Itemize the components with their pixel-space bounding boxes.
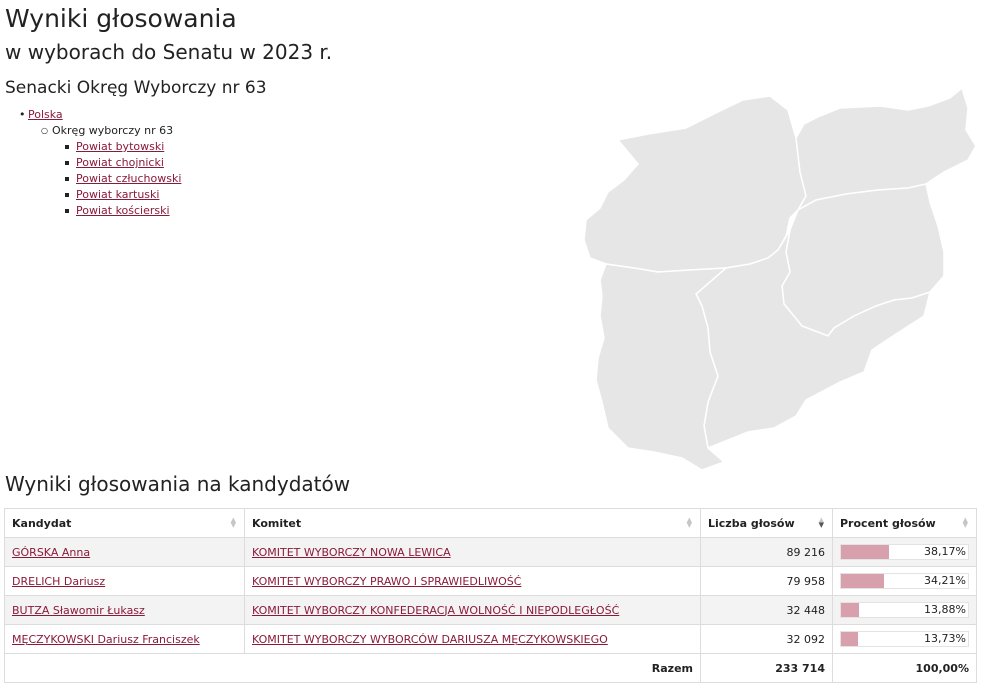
percent-value: 38,17% [924,545,966,558]
percent-bar-fill [841,545,890,559]
percent-value: 13,73% [924,632,966,645]
table-header-row: Kandydat ▲ ▼ Komitet ▲ ▼ Liczba głosów ▲ ▼ Pro… [4,508,977,538]
sort-icon: ▲ ▼ [962,516,968,529]
candidate-link[interactable]: GÓRSKA Anna [12,545,91,559]
votes-cell: 79 958 [700,566,833,596]
committee-cell: KOMITET WYBORCZY KONFEDERACJA WOLNOŚĆ I … [244,595,701,625]
votes-cell: 32 092 [700,624,833,654]
powiat-list-item: Powiat kościerski [0,203,181,219]
column-header-label: Liczba głosów [708,516,795,530]
totals-votes: 233 714 [700,653,833,683]
results-title: Wyniki głosowania na kandydatów [5,472,351,496]
candidate-cell: MĘCZYKOWSKI Dariusz Franciszek [4,624,245,654]
table-row: BUTZA Sławomir Łukasz KOMITET WYBORCZY K… [4,595,977,625]
column-header-committee[interactable]: Komitet ▲ ▼ [244,508,701,538]
percent-bar-fill [841,574,885,588]
page-title: Wyniki głosowania [5,4,237,33]
candidate-cell: GÓRSKA Anna [4,537,245,567]
committee-link[interactable]: KOMITET WYBORCZY WYBORCÓW DARIUSZA MĘCZY… [252,632,608,646]
breadcrumb-item-district: Okręg wyborczy nr 63 [0,123,181,139]
table-row: DRELICH Dariusz KOMITET WYBORCZY PRAWO I… [4,566,977,596]
committee-link[interactable]: KOMITET WYBORCZY PRAWO I SPRAWIEDLIWOŚĆ [252,574,522,588]
column-header-votes[interactable]: Liczba głosów ▲ ▼ [700,508,833,538]
column-header-label: Procent głosów [840,516,936,530]
breadcrumb: Polska Okręg wyborczy nr 63 Powiat bytow… [0,107,181,219]
country-link[interactable]: Polska [28,108,63,121]
percent-value: 13,88% [924,603,966,616]
percent-cell: 34,21% [832,566,977,596]
map-region-chojnicki[interactable] [795,86,977,212]
powiat-list-item: Powiat człuchowski [0,171,181,187]
percent-cell: 13,73% [832,624,977,654]
column-header-candidate[interactable]: Kandydat ▲ ▼ [4,508,245,538]
powiat-link-koscierski[interactable]: Powiat kościerski [76,204,170,217]
sort-desc-icon: ▲ ▼ [818,516,824,529]
powiat-list-item: Powiat kartuski [0,187,181,203]
map-region-bytowski[interactable] [583,95,807,273]
table-row: GÓRSKA Anna KOMITET WYBORCZY NOWA LEWICA… [4,537,977,567]
percent-cell: 38,17% [832,537,977,567]
powiat-link-kartuski[interactable]: Powiat kartuski [76,188,160,201]
committee-cell: KOMITET WYBORCZY PRAWO I SPRAWIEDLIWOŚĆ [244,566,701,596]
percent-bar: 13,73% [840,631,969,647]
percent-bar: 38,17% [840,544,969,560]
powiat-link-chojnicki[interactable]: Powiat chojnicki [76,156,164,169]
percent-bar-fill [841,632,859,646]
column-header-label: Kandydat [12,516,72,530]
district-map [583,86,977,471]
powiat-list-item: Powiat bytowski [0,139,181,155]
column-header-label: Komitet [252,516,302,530]
results-table: Kandydat ▲ ▼ Komitet ▲ ▼ Liczba głosów ▲ ▼ Pro… [4,508,977,683]
percent-value: 34,21% [924,574,966,587]
sort-icon: ▲ ▼ [686,516,692,529]
totals-percent: 100,00% [832,653,977,683]
candidate-link[interactable]: MĘCZYKOWSKI Dariusz Franciszek [12,632,200,646]
percent-bar: 13,88% [840,602,969,618]
percent-bar-fill [841,603,859,617]
powiat-link-bytowski[interactable]: Powiat bytowski [76,140,165,153]
candidate-cell: DRELICH Dariusz [4,566,245,596]
powiat-link-czluchowski[interactable]: Powiat człuchowski [76,172,182,185]
committee-cell: KOMITET WYBORCZY WYBORCÓW DARIUSZA MĘCZY… [244,624,701,654]
votes-cell: 89 216 [700,537,833,567]
committee-link[interactable]: KOMITET WYBORCZY NOWA LEWICA [252,545,451,559]
percent-cell: 13,88% [832,595,977,625]
candidate-link[interactable]: BUTZA Sławomir Łukasz [12,603,145,617]
committee-cell: KOMITET WYBORCZY NOWA LEWICA [244,537,701,567]
powiat-list-item: Powiat chojnicki [0,155,181,171]
sort-icon: ▲ ▼ [230,516,236,529]
district-title: Senacki Okręg Wyborczy nr 63 [5,78,267,98]
column-header-percent[interactable]: Procent głosów ▲ ▼ [832,508,977,538]
map-region-koscierski[interactable] [595,263,729,471]
votes-cell: 32 448 [700,595,833,625]
breadcrumb-item-country: Polska [0,107,181,123]
totals-row: Razem 233 714 100,00% [4,653,977,683]
candidate-cell: BUTZA Sławomir Łukasz [4,595,245,625]
page-subtitle: w wyborach do Senatu w 2023 r. [5,40,333,64]
totals-empty-cell [4,653,245,683]
table-row: MĘCZYKOWSKI Dariusz Franciszek KOMITET W… [4,624,977,654]
committee-link[interactable]: KOMITET WYBORCZY KONFEDERACJA WOLNOŚĆ I … [252,603,620,617]
candidate-link[interactable]: DRELICH Dariusz [12,574,106,588]
totals-label: Razem [244,653,701,683]
percent-bar: 34,21% [840,573,969,589]
